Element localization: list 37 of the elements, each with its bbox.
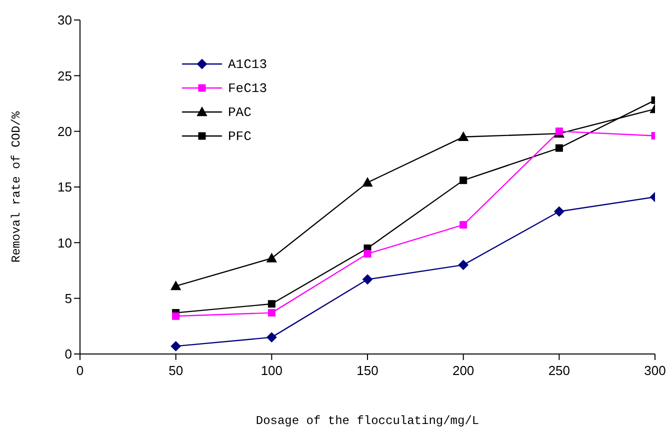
legend-label: PFC — [228, 128, 252, 144]
point — [554, 206, 564, 216]
y-tick-label: 0 — [64, 346, 72, 362]
point — [170, 281, 181, 290]
point — [555, 144, 563, 152]
y-tick-label: 20 — [58, 124, 72, 139]
point — [458, 132, 468, 141]
x-tick-label: 200 — [452, 363, 474, 378]
y-tick-label: 15 — [58, 180, 72, 195]
x-axis-title: Dosage of the flocculating/mg/L — [256, 414, 480, 428]
y-tick-label: 5 — [64, 290, 72, 306]
point — [170, 341, 181, 352]
legend-label: PAC — [228, 104, 252, 120]
y-tick-label: 30 — [58, 12, 72, 28]
y-axis-title: Removal rate of COD/% — [9, 110, 24, 263]
point — [362, 178, 372, 187]
x-tick-label: 50 — [168, 363, 184, 378]
legend-label: A1C13 — [228, 56, 268, 72]
point — [362, 274, 372, 284]
legend-label: FeC13 — [228, 80, 268, 96]
point — [460, 221, 468, 229]
x-tick-label: 0 — [76, 363, 84, 378]
point — [266, 332, 277, 342]
y-tick-label: 10 — [58, 235, 72, 250]
x-tick-label: 250 — [548, 363, 570, 378]
point — [460, 176, 468, 184]
x-tick-label: 100 — [260, 363, 283, 378]
point — [458, 260, 468, 270]
x-tick-label: 300 — [644, 363, 666, 378]
point — [364, 250, 372, 258]
point — [555, 128, 563, 136]
point — [266, 253, 277, 262]
point — [172, 312, 180, 320]
point — [268, 300, 276, 308]
y-tick-label: 25 — [58, 68, 72, 84]
x-tick-label: 150 — [356, 363, 378, 378]
point — [268, 309, 276, 317]
